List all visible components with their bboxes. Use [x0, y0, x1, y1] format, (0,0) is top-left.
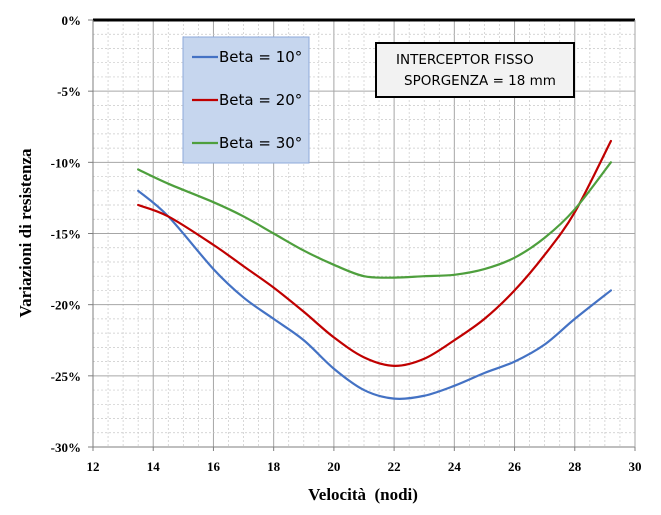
y-axis-title: Variazioni di resistenza — [16, 148, 35, 318]
legend: Beta = 10° Beta = 20° Beta = 30° — [182, 36, 310, 164]
legend-label-3: Beta = 30° — [219, 134, 302, 152]
x-tick-label: 16 — [207, 459, 221, 474]
x-axis-title: Velocità (nodi) — [308, 485, 418, 504]
y-tick-label: -15% — [51, 227, 81, 242]
y-tick-label: -25% — [51, 369, 81, 384]
x-tick-label: 14 — [147, 459, 161, 474]
x-tick-label: 20 — [327, 459, 340, 474]
x-tick-label: 26 — [508, 459, 522, 474]
tick-labels: 12 14 16 18 20 22 24 26 28 30 0% -5% -10% -15% -20% -25… — [51, 13, 642, 474]
x-tick-label: 24 — [448, 459, 462, 474]
x-tick-label: 22 — [388, 459, 401, 474]
series-line-3 — [137, 161, 613, 279]
y-tick-label: -20% — [51, 298, 81, 313]
legend-label-2: Beta = 20° — [219, 91, 302, 109]
y-tick-label: -10% — [51, 155, 81, 170]
annotation-box: INTERCEPTOR FISSO SPORGENZA = 18 mm — [375, 42, 575, 98]
annotation-frame — [375, 42, 575, 98]
y-tick-label: -30% — [51, 440, 81, 455]
x-tick-label: 30 — [629, 459, 642, 474]
series-line-2 — [137, 139, 613, 367]
x-tick-label: 12 — [87, 459, 100, 474]
grid — [92, 19, 636, 448]
series-lines — [137, 139, 613, 400]
series-line-1 — [137, 189, 613, 400]
y-tick-label: 0% — [62, 13, 82, 28]
y-tick-label: -5% — [57, 84, 81, 99]
annotation-line-1: INTERCEPTOR FISSO — [396, 52, 534, 68]
legend-label-1: Beta = 10° — [219, 48, 302, 66]
x-tick-label: 28 — [568, 459, 582, 474]
annotation-line-2: SPORGENZA = 18 mm — [404, 73, 556, 89]
x-tick-label: 18 — [267, 459, 281, 474]
